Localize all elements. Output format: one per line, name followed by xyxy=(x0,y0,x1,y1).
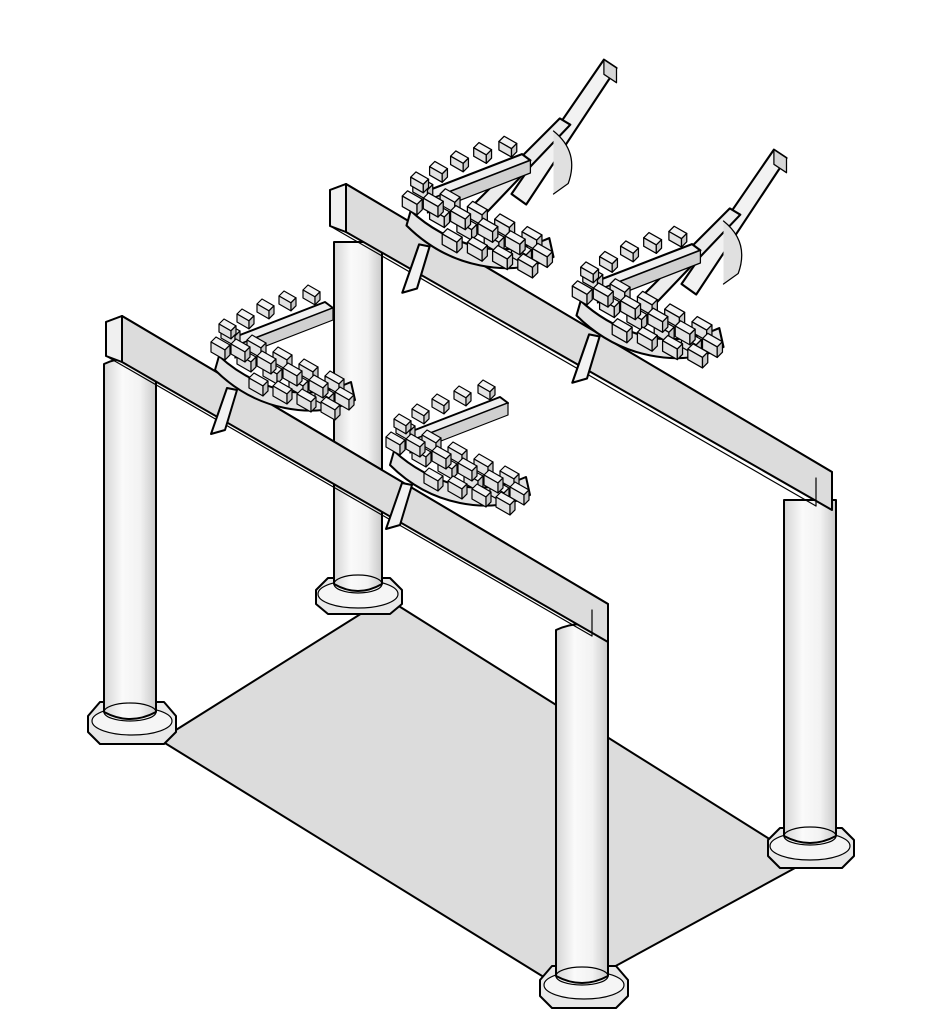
bracket-block-16 xyxy=(447,475,468,500)
bracket-block-11 xyxy=(619,294,642,321)
bracket-block-18 xyxy=(517,253,539,279)
bracket-block-23 xyxy=(498,135,518,158)
bracket-block-0 xyxy=(210,336,231,361)
bracket-block-17 xyxy=(296,388,317,413)
bracket-block-21 xyxy=(449,150,470,173)
bracket-block-17 xyxy=(491,244,514,271)
column-back-right xyxy=(767,499,855,869)
bracket-set-front-beam-right xyxy=(385,379,531,530)
bracket-block-19 xyxy=(410,171,430,194)
bracket-block-19 xyxy=(393,413,412,435)
bracket-block-22 xyxy=(278,290,297,312)
bracket-block-0 xyxy=(385,431,406,456)
bracket-block-14 xyxy=(531,242,554,269)
bracket-block-20 xyxy=(428,160,449,183)
bracket-block-12 xyxy=(282,362,303,387)
bracket-block-18 xyxy=(495,491,516,516)
bracket-block-14 xyxy=(509,481,530,506)
bracket-block-15 xyxy=(248,372,269,397)
bracket-block-13 xyxy=(674,320,696,346)
bracket-set-back-beam-right xyxy=(571,148,788,384)
bracket-block-0 xyxy=(571,280,593,306)
bracket-block-21 xyxy=(256,298,275,320)
bracket-block-13 xyxy=(483,469,504,494)
bracket-block-16 xyxy=(466,236,488,262)
bracket-tail xyxy=(210,387,238,435)
bracket-block-14 xyxy=(334,386,355,411)
bracket-block-22 xyxy=(643,231,663,255)
bracket-block-20 xyxy=(236,308,255,330)
bracket-set-front-beam-left xyxy=(210,284,356,435)
bracket-set-back-beam-left xyxy=(401,58,618,294)
bracket-block-12 xyxy=(477,217,499,243)
bracket-tail xyxy=(571,333,601,384)
bracket-block-19 xyxy=(218,318,237,340)
bracket-block-23 xyxy=(302,284,321,306)
column-front-left xyxy=(87,357,177,745)
bracket-sets xyxy=(210,58,788,530)
bracket-block-0 xyxy=(401,190,423,216)
bracket-block-16 xyxy=(636,326,658,352)
bracket-block-23 xyxy=(477,379,496,401)
bracket-block-10 xyxy=(230,338,251,363)
bracket-block-11 xyxy=(256,350,277,375)
column-back-left xyxy=(315,241,403,615)
bracket-tail xyxy=(385,482,413,530)
floor-slab xyxy=(159,597,807,993)
bracket-tail xyxy=(401,243,431,294)
bracket-block-11 xyxy=(431,445,452,470)
bracket-block-17 xyxy=(661,334,684,361)
bracket-block-15 xyxy=(423,467,444,492)
bracket-block-20 xyxy=(411,403,430,425)
bracket-block-12 xyxy=(647,307,669,333)
bracket-block-10 xyxy=(422,192,444,218)
bracket-block-12 xyxy=(457,457,478,482)
bracket-block-22 xyxy=(453,385,472,407)
bracket-block-11 xyxy=(449,204,472,231)
bracket-block-16 xyxy=(272,380,293,405)
bracket-block-18 xyxy=(320,396,341,421)
bracket-block-15 xyxy=(611,318,633,344)
bracket-block-10 xyxy=(405,433,426,458)
bracket-block-17 xyxy=(471,483,492,508)
bracket-block-14 xyxy=(701,332,724,359)
bracket-block-10 xyxy=(592,282,614,308)
bracket-block-21 xyxy=(619,240,640,263)
column-front-right xyxy=(539,623,629,1009)
bracket-block-18 xyxy=(687,343,709,369)
bracket-block-22 xyxy=(473,141,493,165)
bracket-block-19 xyxy=(580,261,600,284)
bracket-block-21 xyxy=(431,393,450,415)
bracket-block-20 xyxy=(598,250,619,273)
bracket-block-15 xyxy=(441,228,463,254)
bracket-block-23 xyxy=(668,225,688,248)
bracket-block-13 xyxy=(308,374,329,399)
bracket-block-13 xyxy=(504,230,526,256)
